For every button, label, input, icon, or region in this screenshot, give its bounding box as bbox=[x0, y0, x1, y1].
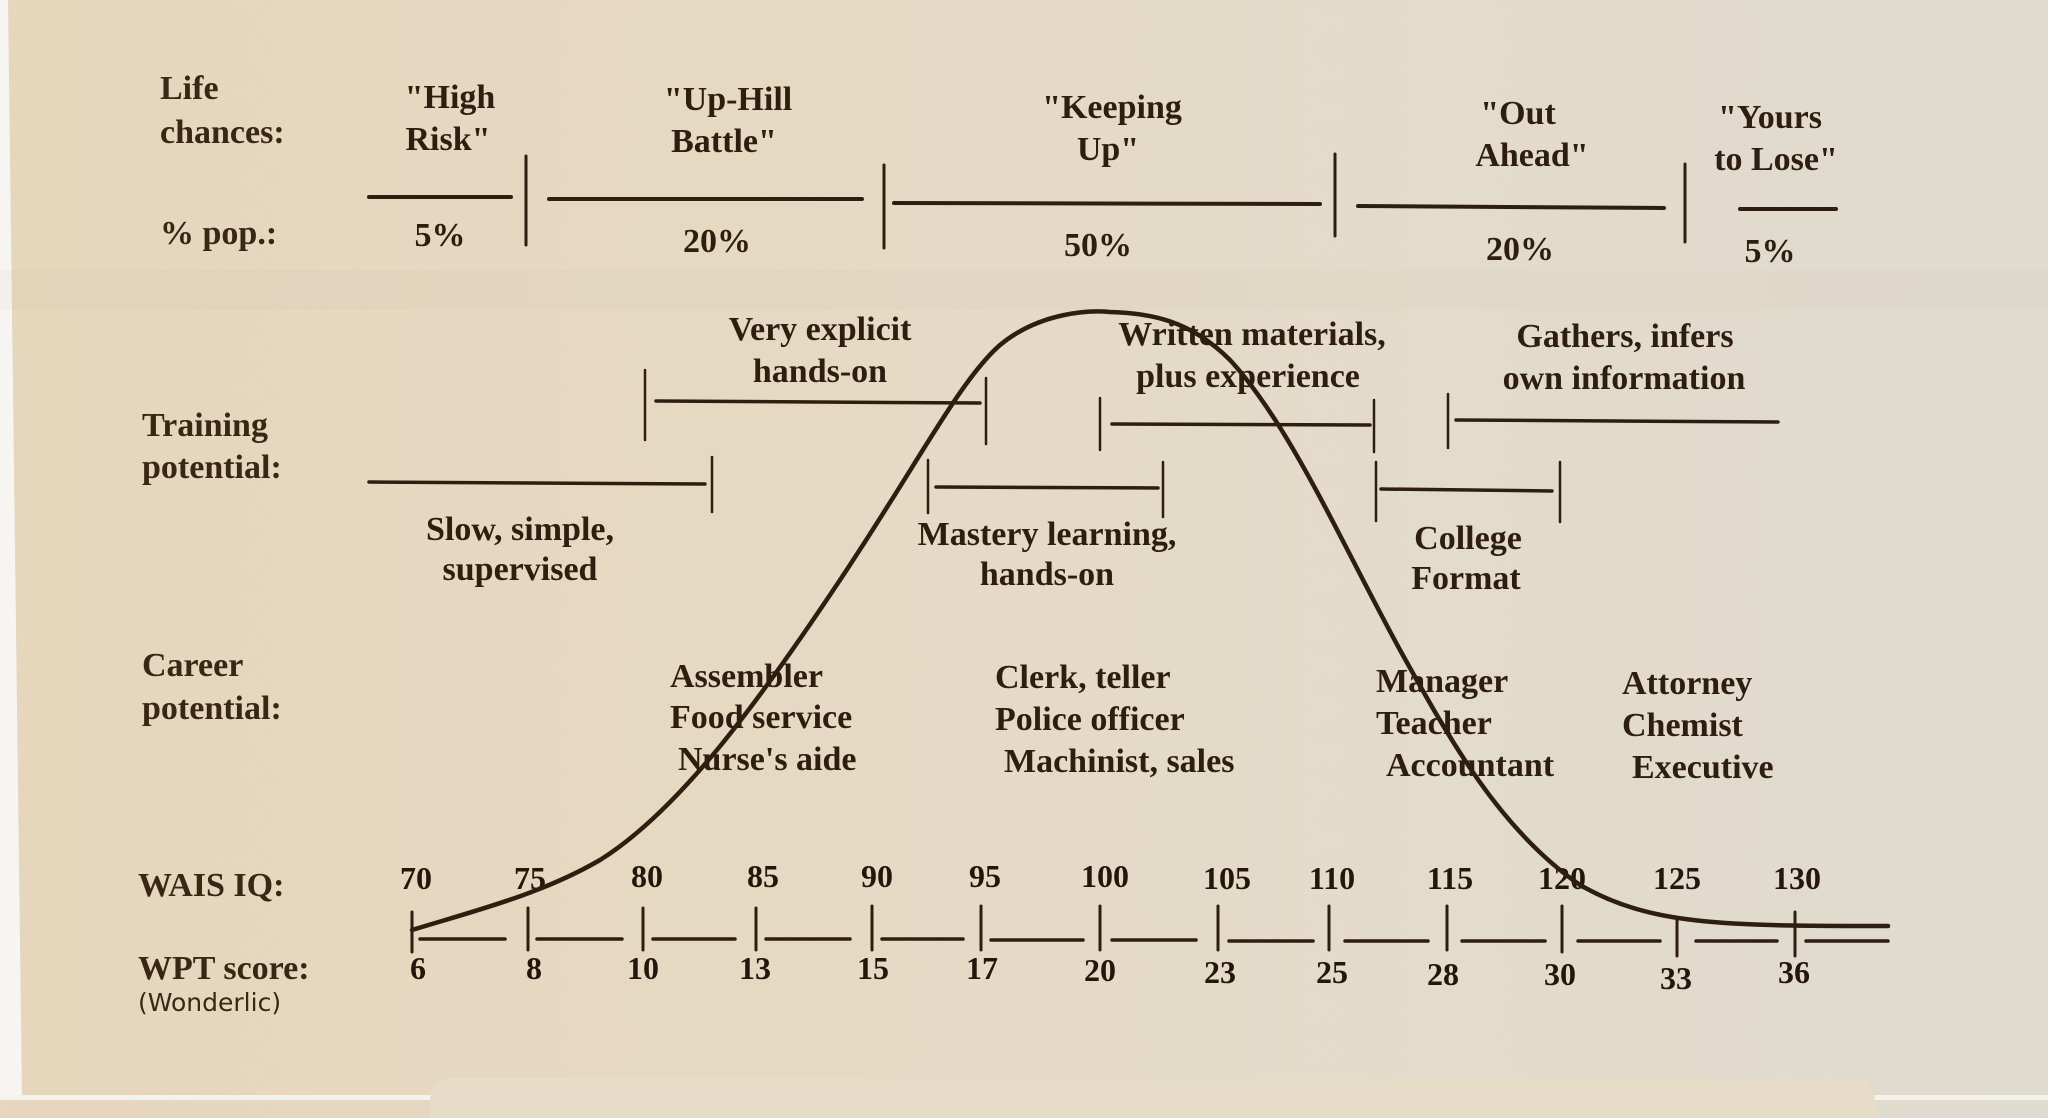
row-label-training-1: Training bbox=[142, 407, 268, 444]
life-chance-high-risk-1: "High bbox=[404, 79, 496, 116]
life-chance-bars bbox=[367, 195, 1838, 211]
axis-label-wonderlic: (Wonderlic) bbox=[138, 988, 282, 1017]
training-explicit-2: hands-on bbox=[752, 353, 888, 390]
pct-out-ahead: 20% bbox=[1486, 231, 1554, 268]
wpt-tick-label: 30 bbox=[1544, 956, 1576, 992]
training-slow-1: Slow, simple, bbox=[426, 511, 614, 548]
row-label-career-1: Career bbox=[142, 647, 244, 684]
life-chance-keeping-up-2: Up" bbox=[1076, 131, 1140, 168]
training-gathers-2: own information bbox=[1502, 360, 1746, 397]
career-machinist: Machinist, sales bbox=[1004, 743, 1235, 780]
axis-dashes bbox=[418, 937, 1890, 943]
iq-tick-label: 105 bbox=[1203, 860, 1251, 896]
iq-tick-label: 125 bbox=[1653, 860, 1701, 896]
life-chance-high-risk-2: Risk" bbox=[405, 121, 491, 158]
training-college-2: Format bbox=[1411, 560, 1521, 597]
iq-tick-label: 70 bbox=[400, 860, 432, 896]
wpt-tick-label: 8 bbox=[526, 950, 542, 986]
iq-tick-label: 85 bbox=[747, 858, 779, 894]
career-food-service: Food service bbox=[670, 699, 853, 736]
wpt-tick-label: 10 bbox=[627, 950, 659, 986]
career-chemist: Chemist bbox=[1622, 707, 1743, 744]
axis-label-wais: WAIS IQ: bbox=[138, 867, 285, 904]
paper-shading bbox=[0, 270, 2048, 310]
life-chance-out-ahead-1: "Out bbox=[1480, 95, 1556, 132]
life-chance-yours-to-lose-1: "Yours bbox=[1718, 99, 1822, 136]
life-chance-up-hill-2: Battle" bbox=[671, 123, 777, 160]
iq-tick-label: 100 bbox=[1081, 858, 1129, 894]
pct-yours-to-lose: 5% bbox=[1744, 233, 1796, 270]
iq-tick-label: 80 bbox=[631, 858, 663, 894]
life-chance-out-ahead-2: Ahead" bbox=[1475, 137, 1589, 174]
training-gathers-1: Gathers, infers bbox=[1516, 318, 1734, 355]
iq-tick-label: 90 bbox=[861, 858, 893, 894]
iq-tick-label: 110 bbox=[1308, 860, 1356, 896]
life-chance-up-hill-1: "Up-Hill bbox=[663, 81, 793, 118]
axis-ticks bbox=[410, 904, 1797, 958]
training-explicit-1: Very explicit bbox=[728, 311, 912, 348]
iq-tick-label: 120 bbox=[1538, 860, 1586, 896]
career-assembler: Assembler bbox=[670, 658, 823, 695]
wpt-tick-label: 23 bbox=[1204, 954, 1236, 990]
row-label-career-2: potential: bbox=[142, 690, 282, 727]
iq-tick-label: 130 bbox=[1773, 860, 1821, 896]
wpt-tick-label: 17 bbox=[966, 950, 998, 986]
wpt-tick-label: 15 bbox=[857, 950, 889, 986]
career-clerk: Clerk, teller bbox=[995, 659, 1171, 696]
bell-curve bbox=[409, 309, 1891, 933]
career-executive: Executive bbox=[1632, 749, 1774, 786]
axis-label-wpt: WPT score: bbox=[138, 950, 310, 987]
wpt-tick-label: 25 bbox=[1316, 954, 1348, 990]
life-chance-yours-to-lose-2: to Lose" bbox=[1714, 141, 1838, 178]
row-label-life-chances-1: Life bbox=[160, 70, 219, 107]
career-manager: Manager bbox=[1376, 663, 1509, 700]
career-attorney: Attorney bbox=[1622, 665, 1753, 702]
wpt-tick-label: 36 bbox=[1778, 954, 1810, 990]
row-label-pct-pop: % pop.: bbox=[160, 215, 278, 252]
training-mastery-2: hands-on bbox=[979, 556, 1115, 593]
row-label-life-chances-2: chances: bbox=[160, 114, 285, 151]
training-written-1: Written materials, bbox=[1118, 316, 1386, 353]
pct-keeping-up: 50% bbox=[1064, 227, 1132, 264]
pct-up-hill: 20% bbox=[683, 223, 751, 260]
wpt-tick-label: 28 bbox=[1427, 956, 1459, 992]
training-written-2: plus experience bbox=[1136, 358, 1360, 395]
life-chance-keeping-up-1: "Keeping bbox=[1042, 89, 1182, 126]
life-chance-separators bbox=[524, 152, 1687, 250]
training-mastery-1: Mastery learning, bbox=[917, 516, 1177, 553]
career-police: Police officer bbox=[995, 701, 1185, 738]
row-label-training-2: potential: bbox=[142, 449, 282, 486]
pct-high-risk: 5% bbox=[414, 217, 466, 254]
training-slow-2: supervised bbox=[442, 551, 598, 588]
wpt-tick-label: 20 bbox=[1084, 952, 1116, 988]
wpt-tick-label: 6 bbox=[410, 950, 426, 986]
wpt-tick-label: 33 bbox=[1660, 960, 1692, 996]
iq-tick-label: 95 bbox=[969, 858, 1001, 894]
iq-tick-label: 115 bbox=[1426, 860, 1474, 896]
training-college-1: College bbox=[1414, 520, 1522, 557]
training-bars bbox=[367, 368, 1780, 524]
wpt-tick-label: 13 bbox=[739, 950, 771, 986]
